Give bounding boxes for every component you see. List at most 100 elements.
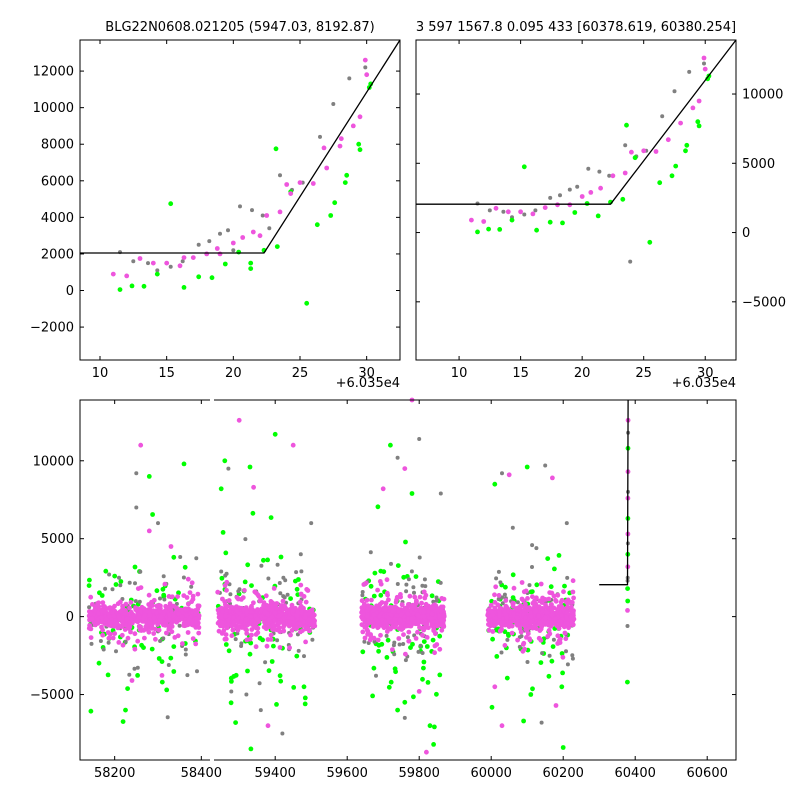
panel-3-point-green <box>494 654 500 659</box>
panel-3-point-magenta <box>183 607 189 612</box>
panel-2-point-magenta <box>610 173 616 179</box>
panel-3-point-magenta <box>374 623 380 629</box>
panel-3-point-magenta <box>437 646 443 652</box>
panel-2-ticks: 10 15 20 25 30 −5000 0 5000 10000 <box>416 40 786 381</box>
panel-3-point-gray <box>395 582 400 586</box>
panel-3-point-magenta <box>169 594 175 600</box>
panel-3-point-magenta <box>184 613 190 618</box>
panel-3-point-gray <box>403 658 408 663</box>
panel-3-point-gray <box>434 595 439 600</box>
panel-3-point-magenta <box>119 632 125 638</box>
panel-1-point-green <box>344 172 350 178</box>
panel-3-point-magenta <box>439 627 445 633</box>
panel-3-point-magenta <box>431 626 437 632</box>
panel-3-point-magenta <box>135 618 141 624</box>
panel-3-point-gray <box>132 666 137 671</box>
panel-2-point-gray <box>687 69 692 74</box>
panel-3-ticks: 58200 58400 59400 59600 59800 60000 60200 60400… <box>30 400 736 781</box>
panel-1-y-tick-label: 4000 <box>41 211 74 226</box>
panel-3-point-gray <box>133 599 138 604</box>
panel-3-point-magenta <box>176 611 182 616</box>
panel-2-point-magenta <box>542 205 548 211</box>
panel-3-point-green <box>411 694 416 700</box>
panel-3-point-magenta <box>228 604 234 610</box>
panel-3-point-gray <box>496 569 501 574</box>
panel-1-points <box>110 57 374 306</box>
panel-3-point-gray <box>374 673 378 678</box>
panel-3-point-green <box>96 660 102 666</box>
panel-3-point-gray <box>539 720 544 725</box>
panel-3-point-magenta <box>298 604 304 609</box>
panel-3-point-magenta <box>424 749 429 755</box>
panel-3-point-magenta <box>282 622 288 628</box>
panel-3-point-green <box>530 686 535 692</box>
panel-3-point-magenta <box>441 596 447 602</box>
panel-3-point-magenta <box>277 645 283 650</box>
panel-2-point-gray <box>567 187 572 192</box>
panel-3-point-magenta <box>570 589 576 595</box>
panel-3-x-tick-label: 58200 <box>94 766 135 781</box>
panel-3-point-magenta <box>549 620 554 625</box>
panel-2-title: 3 597 1567.8 0.095 433 [60378.619, 60380… <box>416 20 736 35</box>
panel-3-point-gray <box>244 692 249 697</box>
panel-3-point-gray <box>543 463 548 468</box>
panel-3-point-magenta <box>306 611 312 616</box>
panel-3-point-gray <box>158 639 163 643</box>
panel-2-x-tick-label: 15 <box>512 366 529 381</box>
panel-3-point-magenta <box>503 598 509 603</box>
panel-1-point-green <box>222 261 228 267</box>
panel-3-point-green <box>103 568 109 574</box>
panel-3-point-magenta <box>405 623 411 629</box>
panel-1-point-magenta <box>124 273 130 279</box>
panel-3-point-gray <box>137 599 142 604</box>
panel-3-point-magenta <box>120 642 126 648</box>
panel-3-point-magenta <box>119 623 125 628</box>
panel-3-point-gray <box>165 715 170 720</box>
panel-3-point-magenta <box>114 620 120 626</box>
panel-3-point-green <box>409 491 415 496</box>
panel-3-point-gray <box>134 471 139 476</box>
panel-1-x-tick-label: 15 <box>158 366 175 381</box>
panel-3-point-gray <box>258 708 263 713</box>
panel-1-point-gray <box>218 231 222 236</box>
panel-3-y-tick-label: −5000 <box>30 688 74 703</box>
panel-3-point-magenta <box>223 602 228 608</box>
panel-3-point-magenta <box>234 618 240 624</box>
panel-3-point-magenta <box>164 630 169 636</box>
panel-3-point-gray <box>420 651 425 655</box>
panel-3-point-magenta <box>129 678 135 683</box>
panel-3-point-green <box>492 481 498 487</box>
panel-3-point-magenta <box>127 605 132 611</box>
panel-3-point-magenta <box>147 613 153 618</box>
panel-3-point-green <box>159 659 165 664</box>
panel-3-point-green <box>524 464 530 470</box>
panel-2-point-magenta <box>622 170 628 176</box>
panel-3-point-magenta <box>625 608 630 613</box>
panel-2-point-green <box>584 201 590 206</box>
panel-3-point-gray <box>416 649 421 654</box>
panel-2-point-green <box>620 196 626 202</box>
panel-1-ticks: 10 15 20 25 30 −2000 0 2000 4000 6000 8000 10000 120… <box>30 40 400 381</box>
panel-3-point-magenta <box>555 633 561 639</box>
panel-3-point-gray <box>114 649 118 654</box>
panel-3-point-magenta <box>382 607 388 613</box>
panel-3-point-magenta <box>216 628 222 634</box>
panel-3-point-green <box>385 637 391 643</box>
panel-3-point-magenta <box>249 603 254 609</box>
panel-2-point-magenta <box>690 105 696 111</box>
panel-1-point-magenta <box>350 123 356 129</box>
panel-1-point-magenta <box>277 209 283 215</box>
panel-3-point-green <box>269 659 275 664</box>
panel-3-point-magenta <box>280 598 286 604</box>
panel-3-point-green <box>560 745 566 750</box>
panel-3-point-magenta <box>375 587 380 593</box>
panel-3-point-gray <box>515 600 520 605</box>
panel-3-point-magenta <box>110 606 115 611</box>
panel-2-y-tick-label: 10000 <box>742 88 783 103</box>
panel-3-point-gray <box>277 581 282 585</box>
panel-3-point-magenta <box>432 650 437 656</box>
panel-3-point-green <box>548 584 554 590</box>
panel-3-point-gray <box>505 637 510 642</box>
panel-2-point-green <box>673 163 679 169</box>
panel-2-points <box>469 55 712 264</box>
